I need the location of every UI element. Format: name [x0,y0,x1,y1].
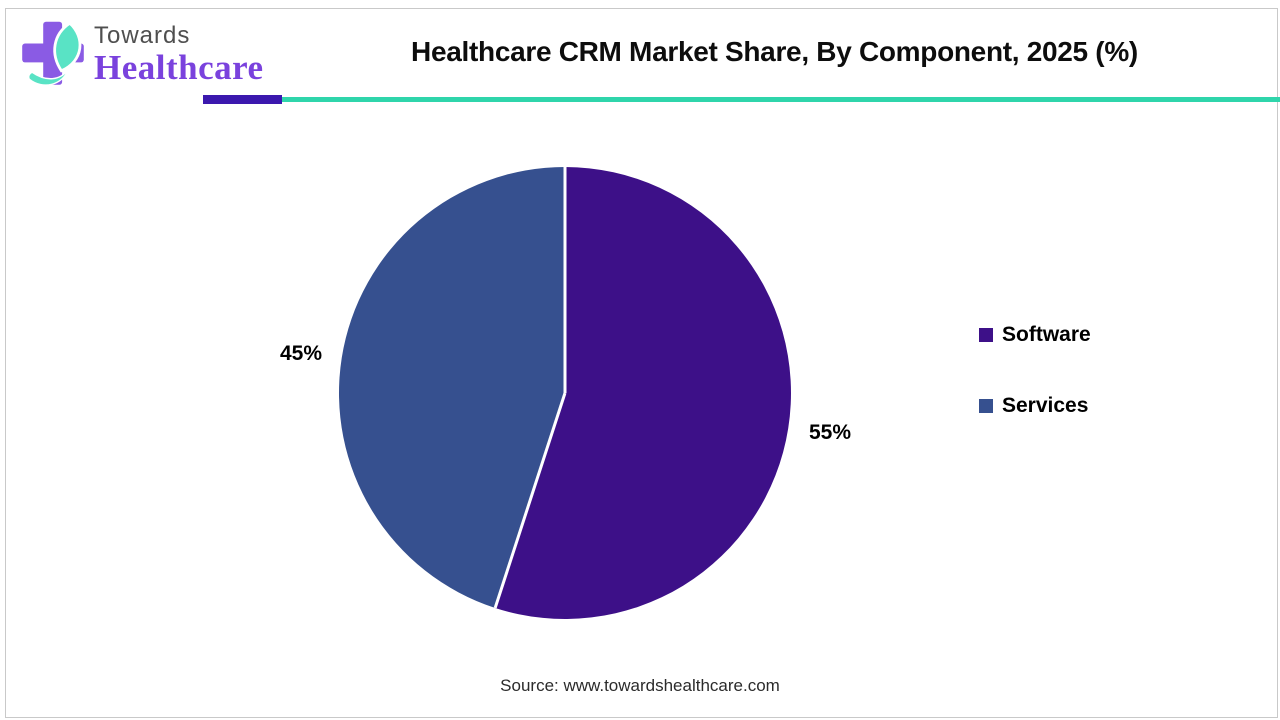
slice-label-software: 55% [808,421,852,444]
slice-label-services: 45% [279,342,323,365]
brand-logo: Towards Healthcare [18,16,264,92]
legend-swatch-services [979,399,993,413]
legend-label-software: Software [1002,323,1091,346]
logo-towards-text: Towards [94,21,191,49]
header-rule-teal-line [282,97,1280,102]
towards-healthcare-logo-icon [22,21,84,86]
leaf-icon [53,21,82,73]
pie-slice-software [495,167,791,619]
legend-label-services: Services [1002,394,1089,417]
source-text: Source: www.towardshealthcare.com [500,676,780,695]
leaf-swoosh-icon [27,68,70,86]
pie-chart [338,167,791,619]
legend-item-services: Services [979,393,1088,419]
legend-swatch-software [979,328,993,342]
header-rule-purple-segment [203,95,282,104]
logo-healthcare-text: Healthcare [94,47,264,87]
pie-slice-services [338,167,565,608]
chart-title: Healthcare CRM Market Share, By Componen… [411,36,1138,67]
pie-slice-divider [493,392,567,609]
logo-wordmark: Towards Healthcare [94,21,264,87]
legend-item-software: Software [979,322,1091,348]
